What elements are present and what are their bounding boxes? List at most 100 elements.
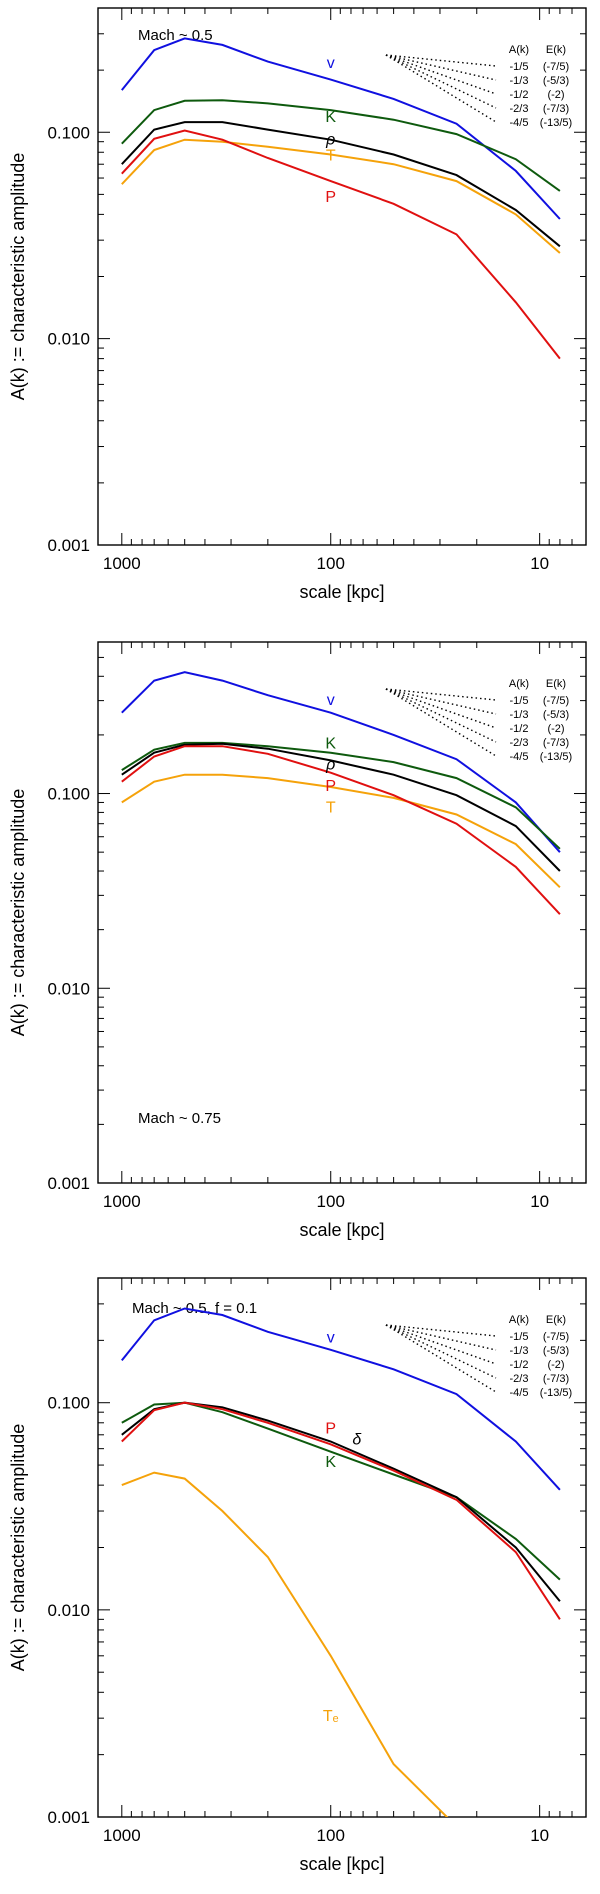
series-label-K: K: [325, 1454, 336, 1471]
legend-slope-e: (-13/5): [540, 1387, 572, 1399]
series-lines: [121, 1307, 561, 1817]
legend-slope-a: -1/5: [510, 61, 529, 73]
slope-line: [385, 688, 497, 701]
slope-legend: A(k) E(k) -1/5 (-7/5) -1/3 (-5/3) -1/2 (-2) -2/3…: [385, 1314, 572, 1399]
series-label-P: P: [325, 1421, 336, 1438]
y-tick-label: 0.100: [47, 1394, 90, 1413]
y-tick-label: 0.010: [47, 1601, 90, 1620]
series-line-K: [121, 741, 561, 850]
x-axis-label: scale [kpc]: [299, 582, 384, 602]
y-tick-label: 0.001: [47, 1174, 90, 1193]
series-line-delta: [121, 1401, 561, 1602]
series-line-P: [121, 1401, 561, 1620]
mach-annotation: Mach ~ 0.5, f = 0.1: [132, 1300, 257, 1317]
legend-slope-a: -1/2: [510, 89, 529, 101]
series-lines: [121, 671, 561, 915]
legend-slope-e: (-2): [547, 1359, 564, 1371]
legend-header-e: E(k): [546, 44, 566, 56]
legend-slope-a: -1/2: [510, 1359, 529, 1371]
legend-slope-a: -1/3: [510, 75, 529, 87]
series-lines: [121, 37, 561, 360]
legend-slope-a: -4/5: [510, 1387, 529, 1399]
legend-header-a: A(k): [509, 1314, 529, 1326]
y-axis-label: A(k) := characteristic amplitude: [8, 1424, 28, 1672]
series-label-P: P: [325, 189, 336, 206]
x-axis-label: scale [kpc]: [299, 1854, 384, 1874]
slope-line: [385, 1324, 497, 1337]
series-line-Te: [121, 1471, 449, 1817]
legend-header-a: A(k): [509, 44, 529, 56]
series-label-K: K: [325, 109, 336, 126]
series-line-T: [121, 773, 561, 889]
y-tick-label: 0.010: [47, 330, 90, 349]
y-axis-label: A(k) := characteristic amplitude: [8, 789, 28, 1037]
slope-line: [385, 1324, 497, 1365]
legend-slope-e: (-2): [547, 723, 564, 735]
series-line-P: [121, 129, 561, 360]
series-label-P: P: [325, 778, 336, 795]
slope-line: [385, 54, 497, 123]
series-label-rho: ρ: [325, 132, 335, 149]
legend-slope-a: -4/5: [510, 751, 529, 763]
series-line-v: [121, 671, 561, 853]
series-line-rho: [121, 742, 561, 872]
y-tick-label: 0.001: [47, 536, 90, 555]
x-axis-label: scale [kpc]: [299, 1220, 384, 1240]
x-tick-label: 100: [317, 1192, 345, 1211]
legend-slope-a: -2/3: [510, 103, 529, 115]
y-tick-label: 0.001: [47, 1808, 90, 1827]
x-tick-label: 1000: [103, 1192, 141, 1211]
x-tick-label: 1000: [103, 554, 141, 573]
legend-slope-e: (-7/3): [543, 103, 569, 115]
chart-panel-2: 0.001 0.010 0.100 1000 100 10 scale [kpc] A(k) …: [8, 641, 587, 1240]
legend-slope-e: (-13/5): [540, 751, 572, 763]
legend-slope-a: -1/3: [510, 709, 529, 721]
chart-panel-3: 0.001 0.010 0.100 1000 100 10 scale [kpc] A(k) …: [8, 1277, 587, 1874]
series-line-rho: [121, 121, 561, 248]
x-tick-label: 1000: [103, 1826, 141, 1845]
slope-line: [385, 54, 497, 67]
legend-slope-a: -1/5: [510, 695, 529, 707]
slope-legend: A(k) E(k) -1/5 (-7/5) -1/3 (-5/3) -1/2 (-2) -2/3…: [385, 44, 572, 129]
series-label-rho: ρ: [325, 756, 335, 773]
slope-line: [385, 688, 497, 757]
slope-line: [385, 54, 497, 81]
slope-line: [385, 1324, 497, 1379]
legend-slope-e: (-5/3): [543, 1345, 569, 1357]
legend-slope-e: (-7/5): [543, 1331, 569, 1343]
legend-slope-a: -4/5: [510, 117, 529, 129]
slope-line: [385, 688, 497, 743]
series-label-K: K: [325, 736, 336, 753]
legend-header-e: E(k): [546, 1314, 566, 1326]
slope-legend: A(k) E(k) -1/5 (-7/5) -1/3 (-5/3) -1/2 (-2) -2/3…: [385, 678, 572, 763]
plot-frame: [97, 641, 587, 1184]
series-label-delta: δ: [352, 1431, 362, 1448]
legend-slope-e: (-7/5): [543, 61, 569, 73]
mach-annotation: Mach ~ 0.75: [138, 1110, 221, 1127]
slope-line: [385, 54, 497, 109]
legend-header-a: A(k): [509, 678, 529, 690]
legend-slope-e: (-5/3): [543, 709, 569, 721]
series-line-P: [121, 745, 561, 915]
x-tick-label: 100: [317, 1826, 345, 1845]
series-label-v: v: [327, 1330, 335, 1347]
chart-panel-1: 0.001 0.010 0.100 1000 100 10 scale [kpc] A(k) …: [8, 7, 587, 602]
series-line-K: [121, 1401, 561, 1581]
y-tick-label: 0.010: [47, 979, 90, 998]
legend-slope-e: (-7/3): [543, 737, 569, 749]
legend-slope-e: (-2): [547, 89, 564, 101]
y-axis-label: A(k) := characteristic amplitude: [8, 153, 28, 401]
slope-line: [385, 54, 497, 95]
series-line-v: [121, 1307, 561, 1491]
series-line-K: [121, 99, 561, 192]
legend-slope-e: (-5/3): [543, 75, 569, 87]
legend-slope-a: -1/5: [510, 1331, 529, 1343]
x-tick-label: 10: [530, 554, 549, 573]
legend-header-e: E(k): [546, 678, 566, 690]
legend-slope-e: (-7/3): [543, 1373, 569, 1385]
series-label-Te: Tₑ: [323, 1708, 339, 1725]
series-label-v: v: [327, 692, 335, 709]
legend-slope-e: (-13/5): [540, 117, 572, 129]
legend-slope-a: -2/3: [510, 1373, 529, 1385]
x-tick-label: 100: [317, 554, 345, 573]
